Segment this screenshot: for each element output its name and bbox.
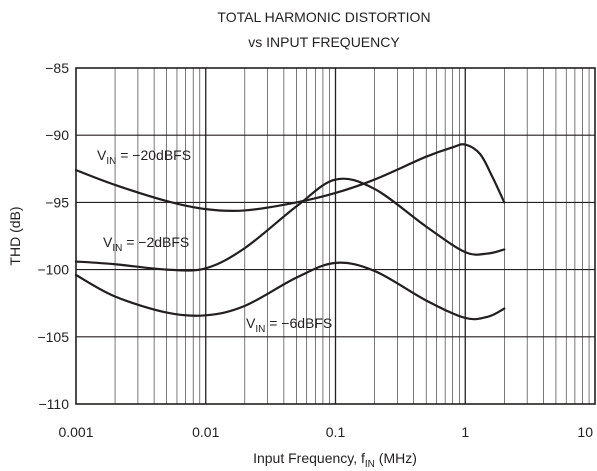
series-line-minus20dbfs [74,143,506,213]
y-tick-label: −90 [45,127,69,143]
y-tick-label: −105 [37,329,69,345]
series-line-minus2dbfs [74,177,506,272]
x-tick-label: 10 [577,424,593,440]
x-axis-label: Input Frequency, fIN (MHz) [253,450,417,470]
chart-subtitle: vs INPUT FREQUENCY [248,34,400,50]
grid [76,68,595,404]
y-tick-label: −95 [45,194,69,210]
curve-label-minus20dbfs: VIN = −20dBFS [97,147,191,167]
x-tick-label: 0.01 [192,424,219,440]
plot-frame [75,67,596,405]
curve-label-minus2dbfs: VIN = −2dBFS [103,234,189,254]
x-tick-label: 1 [461,424,469,440]
x-tick-labels: 0.001 0.01 0.1 1 10 [58,424,593,440]
y-axis-label: THD (dB) [7,206,23,265]
curve-label-minus6dbfs: VIN = −6dBFS [246,315,332,335]
chart-title: TOTAL HARMONIC DISTORTION [217,9,430,25]
curves [74,143,506,321]
y-tick-label: −110 [39,396,70,412]
series-line-minus6dbfs [74,261,506,321]
x-tick-label: 0.001 [58,424,93,440]
x-tick-label: 0.1 [326,424,346,440]
y-tick-label: −100 [37,262,69,278]
y-tick-labels: −85 −90 −95 −100 −105 −110 [37,60,69,412]
y-tick-label: −85 [45,60,69,76]
